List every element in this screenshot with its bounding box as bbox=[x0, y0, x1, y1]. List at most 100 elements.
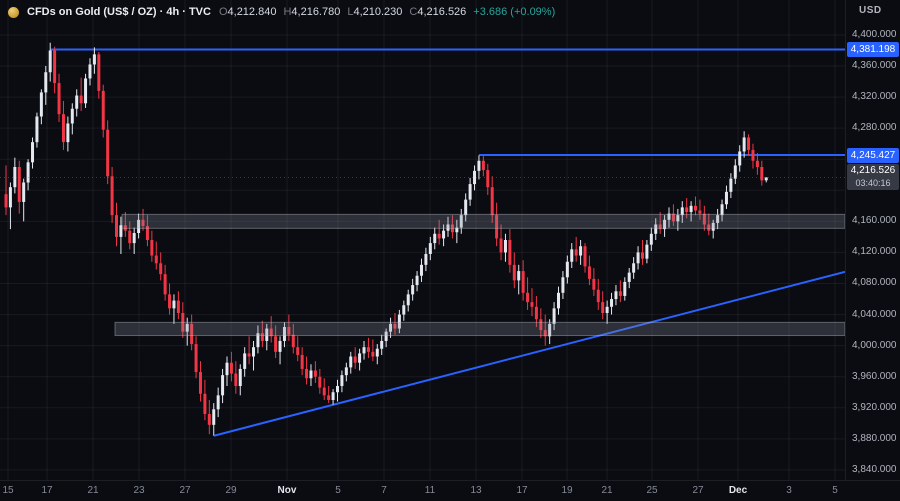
price-axis-label: 3,880.000 bbox=[852, 432, 897, 444]
currency-label[interactable]: USD bbox=[859, 5, 882, 16]
candle-body bbox=[459, 215, 463, 228]
time-axis-label: 15 bbox=[2, 485, 14, 496]
candle-body bbox=[243, 353, 247, 369]
supply-demand-zone[interactable] bbox=[121, 213, 845, 229]
time-axis-label: 27 bbox=[179, 485, 191, 496]
candle-body bbox=[702, 213, 706, 225]
candle-body bbox=[592, 278, 596, 290]
candle-body bbox=[473, 170, 477, 185]
price-axis-label: 4,280.000 bbox=[852, 122, 897, 134]
candle-body bbox=[17, 166, 21, 202]
candle-body bbox=[570, 249, 574, 262]
candle-body bbox=[225, 362, 229, 376]
price-axis-label: 3,920.000 bbox=[852, 401, 897, 413]
candle-body bbox=[75, 95, 79, 109]
candle-body bbox=[265, 328, 269, 341]
candle-body bbox=[512, 264, 516, 281]
candle-body bbox=[79, 95, 83, 104]
candle-body bbox=[415, 275, 419, 286]
price-axis-label: 4,360.000 bbox=[852, 60, 897, 72]
price-axis[interactable]: USD 4,400.000 4,360.000 4,320.000 4,280.000… bbox=[845, 0, 900, 480]
price-axis-label: 3,960.000 bbox=[852, 370, 897, 382]
candle-body bbox=[508, 240, 512, 265]
candle-body bbox=[671, 213, 675, 222]
candle-body bbox=[503, 240, 507, 253]
candle-body bbox=[751, 149, 755, 161]
candle-body bbox=[194, 344, 198, 373]
candle-body bbox=[207, 413, 211, 425]
candle-body bbox=[216, 395, 220, 410]
candle-body bbox=[601, 302, 605, 314]
candle-body bbox=[406, 294, 410, 306]
candle-body bbox=[583, 246, 587, 267]
time-axis-label: 17 bbox=[41, 485, 53, 496]
candle-body bbox=[419, 264, 423, 276]
candle-body bbox=[384, 331, 388, 341]
candle-body bbox=[70, 108, 74, 124]
time-axis-label: 21 bbox=[601, 485, 613, 496]
time-axis-label: 7 bbox=[381, 485, 387, 496]
price-chart-pane[interactable] bbox=[0, 0, 845, 480]
candle-body bbox=[636, 252, 640, 264]
candle-body bbox=[234, 373, 238, 387]
candle-body bbox=[349, 356, 353, 368]
ohlc-values: O4,212.840 H4,216.780 L4,210.230 C4,216.… bbox=[219, 6, 555, 18]
candle-body bbox=[4, 194, 8, 208]
candle-body bbox=[685, 207, 689, 213]
candle-body bbox=[707, 224, 711, 231]
candle-body bbox=[145, 226, 149, 240]
supply-demand-zone[interactable] bbox=[114, 321, 845, 337]
candle-body bbox=[106, 129, 110, 177]
candle-body bbox=[428, 243, 432, 254]
candle-body bbox=[495, 215, 499, 239]
candle-body bbox=[291, 334, 295, 348]
candle-body bbox=[256, 333, 260, 348]
trendline-drawing[interactable] bbox=[213, 270, 845, 437]
time-axis[interactable]: 15 17 21 23 27 29 Nov 5 7 11 13 17 19 21 25 27 Dec 3 5 bbox=[0, 480, 900, 501]
candle-body bbox=[137, 219, 141, 234]
candle-body bbox=[53, 50, 57, 84]
candle-body bbox=[221, 375, 225, 396]
candle-body bbox=[35, 116, 39, 143]
candle-body bbox=[587, 266, 591, 279]
candle-body bbox=[260, 333, 264, 341]
candle-body bbox=[168, 294, 172, 309]
candle-body bbox=[88, 64, 92, 79]
candle-body bbox=[557, 292, 560, 309]
candle-body bbox=[490, 187, 494, 216]
candle-body bbox=[176, 300, 180, 314]
candle-body bbox=[446, 224, 450, 231]
close-value: C4,216.526 bbox=[409, 6, 467, 18]
candle-body bbox=[724, 191, 728, 205]
candle-body bbox=[44, 72, 48, 93]
high-value: H4,216.780 bbox=[283, 6, 341, 18]
candle-body bbox=[154, 255, 158, 264]
candle-body bbox=[733, 165, 737, 179]
candle-body bbox=[649, 233, 653, 245]
candle-body bbox=[282, 326, 286, 341]
candle-body bbox=[278, 340, 282, 352]
candle-body bbox=[185, 323, 189, 332]
candle-body bbox=[48, 50, 52, 73]
candle-body bbox=[442, 230, 446, 239]
candle-body bbox=[618, 291, 622, 296]
time-axis-label: 5 bbox=[335, 485, 341, 496]
candle-body bbox=[159, 263, 163, 275]
candle-body bbox=[402, 305, 406, 315]
candle-body bbox=[552, 308, 556, 324]
candle-body bbox=[627, 272, 631, 282]
symbol-title[interactable]: CFDs on Gold (US$ / OZ) · 4h · TVC bbox=[27, 6, 211, 18]
candle-body bbox=[115, 215, 118, 237]
candle-body bbox=[31, 142, 35, 163]
candle-body bbox=[247, 353, 251, 357]
candle-body bbox=[331, 392, 335, 400]
time-axis-label: 23 bbox=[133, 485, 145, 496]
candle-body bbox=[101, 90, 105, 130]
candle-body bbox=[309, 370, 313, 379]
candle-body bbox=[680, 207, 684, 216]
price-axis-label: 4,040.000 bbox=[852, 308, 897, 320]
time-axis-label: 21 bbox=[87, 485, 99, 496]
candle-body bbox=[296, 347, 300, 355]
candle-body bbox=[13, 166, 17, 188]
candle-body bbox=[711, 222, 715, 231]
